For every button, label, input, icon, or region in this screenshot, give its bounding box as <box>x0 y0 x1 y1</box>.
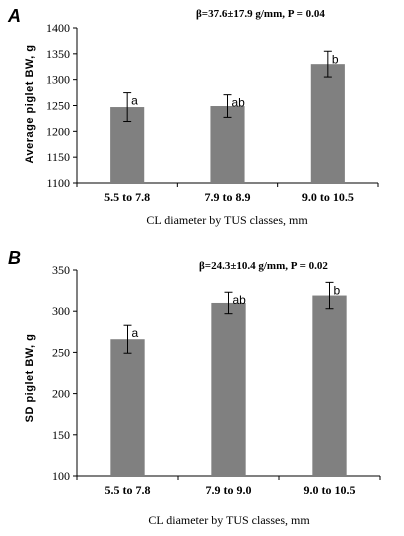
y-tick-label-a: 1100 <box>46 176 70 190</box>
y-tick-label-b: 300 <box>52 304 70 318</box>
significance-letter-a: ab <box>232 96 246 110</box>
x-axis-label-a: CL diameter by TUS classes, mm <box>146 213 308 227</box>
bar-b <box>312 295 347 476</box>
x-tick-label-b: 5.5 to 7.8 <box>105 483 151 497</box>
y-tick-label-b: 200 <box>52 387 70 401</box>
panel-label-b: B <box>8 248 21 268</box>
y-tick-label-a: 1150 <box>46 150 70 164</box>
bar-b <box>110 339 145 476</box>
annotation-a: β=37.6±17.9 g/mm, P = 0.04 <box>196 8 325 20</box>
x-axis-label-b: CL diameter by TUS classes, mm <box>148 513 310 527</box>
significance-letter-b: ab <box>233 293 247 307</box>
panel-a: A β=37.6±17.9 g/mm, P = 0.04 Average pig… <box>7 6 379 227</box>
x-tick-label-a: 5.5 to 7.8 <box>104 190 150 204</box>
bar-a <box>310 64 345 183</box>
x-tick-label-b: 7.9 to 9.0 <box>206 483 252 497</box>
x-tick-label-a: 9.0 to 10.5 <box>302 190 354 204</box>
x-tick-label-a: 7.9 to 8.9 <box>205 190 251 204</box>
y-axis-label-a: Average piglet BW, g <box>24 44 36 163</box>
y-tick-label-a: 1300 <box>46 73 70 87</box>
significance-letter-b: a <box>132 326 139 340</box>
y-tick-label-b: 100 <box>52 469 70 483</box>
y-tick-label-b: 150 <box>52 428 70 442</box>
y-tick-label-a: 1350 <box>46 47 70 61</box>
y-tick-label-a: 1250 <box>46 99 70 113</box>
y-tick-label-b: 250 <box>52 345 70 359</box>
significance-letter-a: a <box>131 94 138 108</box>
annotation-b: β=24.3±10.4 g/mm, P = 0.02 <box>199 260 328 272</box>
significance-letter-b: b <box>334 283 341 297</box>
y-axis-label-b: SD piglet BW, g <box>24 334 36 423</box>
significance-letter-a: b <box>332 52 339 66</box>
y-tick-label-b: 350 <box>52 263 70 277</box>
bar-a <box>210 106 245 183</box>
panel-b: B β=24.3±10.4 g/mm, P = 0.02 SD piglet B… <box>8 248 381 527</box>
bar-b <box>211 302 246 476</box>
y-tick-label-a: 1200 <box>46 124 70 138</box>
x-tick-label-b: 9.0 to 10.5 <box>304 483 356 497</box>
panel-label-a: A <box>7 6 21 26</box>
y-tick-label-a: 1400 <box>46 21 70 35</box>
